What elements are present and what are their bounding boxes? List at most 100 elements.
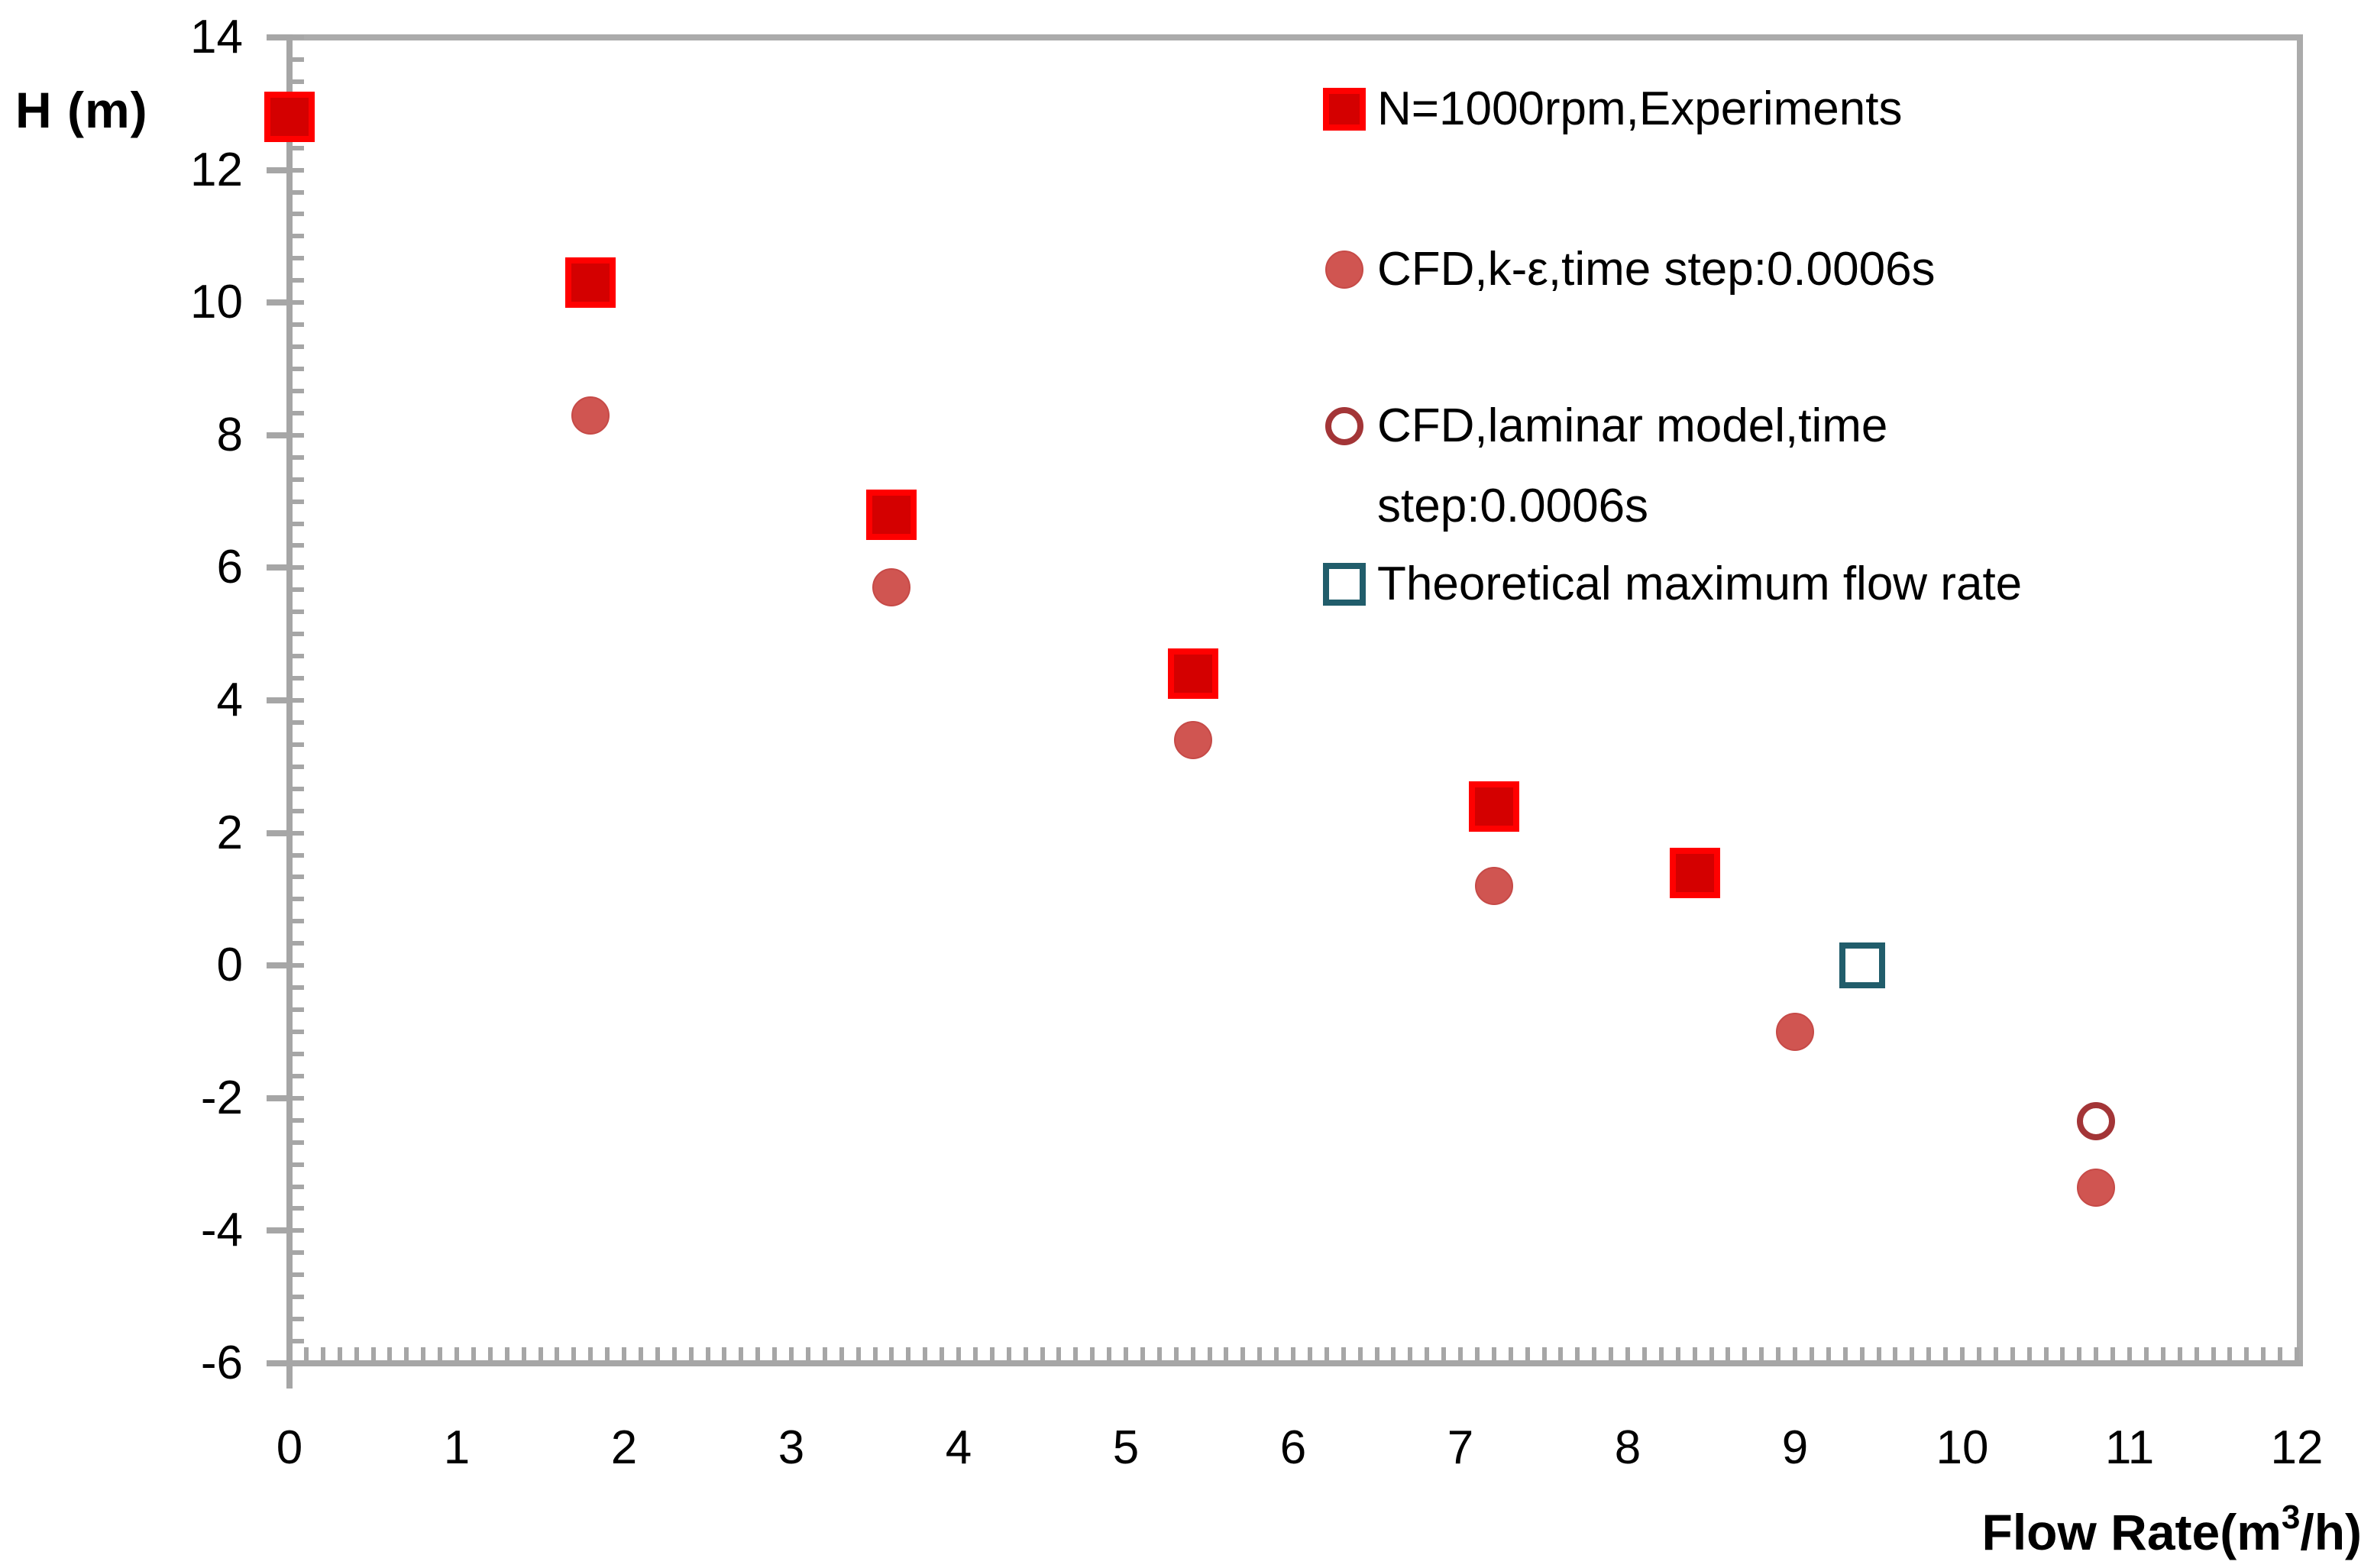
y-minor-tick — [293, 477, 304, 482]
marker-experiments — [866, 489, 917, 540]
x-minor-tick — [1625, 1347, 1630, 1360]
x-minor-tick — [989, 1347, 995, 1360]
y-tick-label: 12 — [190, 143, 243, 196]
x-minor-tick — [923, 1347, 928, 1360]
x-tick-label: 6 — [1279, 1421, 1307, 1474]
y-minor-tick — [293, 1184, 304, 1189]
x-minor-tick — [1357, 1347, 1363, 1360]
x-minor-tick — [2227, 1347, 2233, 1360]
y-minor-tick — [293, 565, 304, 571]
x-minor-tick — [1726, 1347, 1731, 1360]
x-minor-tick — [1926, 1347, 1932, 1360]
x-minor-tick — [454, 1347, 459, 1360]
marker-experiments — [565, 257, 616, 309]
marker-cfd-k-epsilon — [1776, 1013, 1814, 1051]
x-minor-tick — [1776, 1347, 1781, 1360]
legend-swatch-cfd-k-epsilon — [1325, 251, 1363, 289]
y-minor-tick — [293, 897, 304, 902]
x-minor-tick — [1056, 1347, 1062, 1360]
y-tick-label: 10 — [190, 276, 243, 329]
x-minor-tick — [1291, 1347, 1295, 1360]
x-minor-tick — [320, 1347, 325, 1360]
x-minor-tick — [1692, 1347, 1697, 1360]
x-minor-tick — [1156, 1347, 1162, 1360]
y-tick-label: 6 — [216, 541, 243, 594]
x-minor-tick — [872, 1347, 878, 1360]
x-minor-tick — [1675, 1347, 1680, 1360]
x-minor-tick — [370, 1347, 376, 1360]
x-minor-tick — [1609, 1347, 1614, 1360]
y-minor-tick — [293, 1162, 304, 1167]
y-minor-tick — [293, 454, 304, 460]
x-minor-tick — [538, 1347, 543, 1360]
x-minor-tick — [972, 1347, 978, 1360]
x-minor-tick — [1876, 1347, 1881, 1360]
x-tick-label: 1 — [443, 1421, 471, 1474]
plot-border-top — [286, 34, 2303, 40]
y-minor-tick — [293, 1228, 304, 1233]
x-minor-tick — [1474, 1347, 1480, 1360]
x-minor-tick — [2278, 1347, 2283, 1360]
x-minor-tick — [1943, 1347, 1949, 1360]
x-minor-tick — [1124, 1347, 1128, 1360]
x-tick-label: 2 — [610, 1421, 638, 1474]
y-minor-tick — [293, 764, 304, 769]
x-minor-tick — [1976, 1347, 1981, 1360]
marker-cfd-k-epsilon — [1474, 867, 1513, 906]
x-minor-tick — [1190, 1347, 1195, 1360]
x-minor-tick — [1107, 1347, 1112, 1360]
x-minor-tick — [1859, 1347, 1865, 1360]
x-minor-tick — [1341, 1347, 1346, 1360]
x-minor-tick — [555, 1347, 560, 1360]
x-tick-label: 10 — [1936, 1421, 1989, 1474]
x-minor-tick — [387, 1347, 393, 1360]
y-major-tick — [267, 34, 286, 40]
y-minor-tick — [293, 367, 304, 371]
y-minor-tick — [293, 212, 304, 217]
y-major-tick — [267, 432, 286, 438]
x-minor-tick — [605, 1347, 610, 1360]
x-minor-tick — [956, 1347, 961, 1360]
y-tick-label: 4 — [216, 674, 243, 726]
y-minor-tick — [293, 278, 304, 283]
y-minor-tick — [293, 543, 304, 548]
y-minor-tick — [293, 432, 304, 438]
y-minor-tick — [293, 1140, 304, 1145]
x-minor-tick — [1274, 1347, 1279, 1360]
y-minor-tick — [293, 1361, 304, 1366]
x-minor-tick — [722, 1347, 727, 1360]
x-minor-tick — [2094, 1347, 2099, 1360]
x-minor-tick — [2177, 1347, 2182, 1360]
x-minor-tick — [2077, 1347, 2082, 1360]
x-tick-label: 7 — [1447, 1421, 1474, 1474]
x-minor-tick — [1826, 1347, 1831, 1360]
x-minor-tick — [839, 1347, 844, 1360]
x-minor-tick — [1324, 1347, 1329, 1360]
x-minor-tick — [471, 1347, 476, 1360]
x-minor-tick — [1425, 1347, 1430, 1360]
y-major-tick — [267, 829, 286, 836]
y-minor-tick — [293, 1095, 304, 1101]
x-minor-tick — [1525, 1347, 1530, 1360]
x-tick-label: 4 — [945, 1421, 972, 1474]
y-major-tick — [267, 1227, 286, 1234]
y-minor-tick — [293, 1007, 304, 1013]
y-minor-tick — [293, 875, 304, 880]
x-minor-tick — [1910, 1347, 1915, 1360]
x-axis-title-superscript: 3 — [2281, 1498, 2301, 1536]
x-minor-tick — [2211, 1347, 2216, 1360]
y-minor-tick — [293, 57, 304, 62]
x-minor-tick — [655, 1347, 660, 1360]
y-major-tick — [267, 564, 286, 571]
y-minor-tick — [293, 698, 304, 703]
marker-cfd-laminar — [2077, 1102, 2116, 1141]
y-minor-tick — [293, 499, 304, 504]
y-major-tick — [267, 962, 286, 969]
marker-cfd-k-epsilon — [872, 568, 911, 607]
x-minor-tick — [1173, 1347, 1179, 1360]
y-minor-tick — [293, 786, 304, 791]
x-minor-tick — [2261, 1347, 2266, 1360]
x-minor-tick — [1006, 1347, 1011, 1360]
x-minor-tick — [404, 1347, 409, 1360]
